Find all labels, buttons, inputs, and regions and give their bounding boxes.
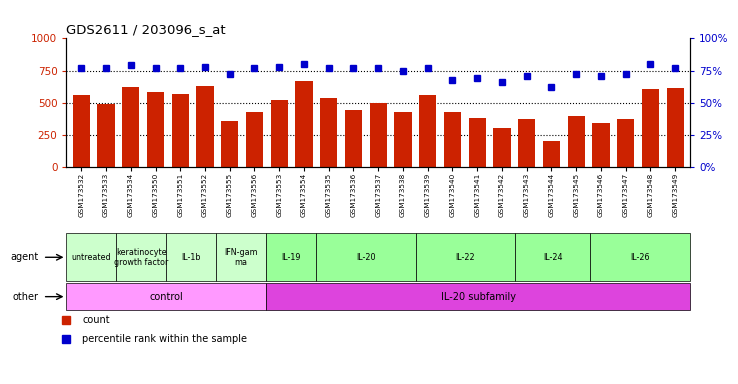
Bar bbox=[444, 112, 461, 167]
Bar bbox=[394, 112, 412, 167]
Bar bbox=[166, 233, 216, 281]
Text: IL-19: IL-19 bbox=[281, 253, 300, 262]
Bar bbox=[295, 81, 313, 167]
Text: IL-24: IL-24 bbox=[543, 253, 562, 262]
Text: agent: agent bbox=[10, 252, 38, 262]
Bar bbox=[666, 88, 684, 167]
Bar bbox=[320, 98, 337, 167]
Text: GDS2611 / 203096_s_at: GDS2611 / 203096_s_at bbox=[66, 23, 226, 36]
Bar bbox=[246, 112, 263, 167]
Bar bbox=[515, 233, 590, 281]
Bar bbox=[568, 116, 584, 167]
Text: IL-26: IL-26 bbox=[630, 253, 650, 262]
Text: other: other bbox=[13, 291, 38, 302]
Bar bbox=[266, 283, 690, 310]
Bar bbox=[221, 121, 238, 167]
Text: IL-20: IL-20 bbox=[356, 253, 376, 262]
Bar bbox=[415, 233, 515, 281]
Text: IL-22: IL-22 bbox=[456, 253, 475, 262]
Text: IL-20 subfamily: IL-20 subfamily bbox=[441, 291, 516, 302]
Text: count: count bbox=[82, 314, 110, 325]
Text: keratinocyte
growth factor: keratinocyte growth factor bbox=[114, 248, 168, 266]
Text: percentile rank within the sample: percentile rank within the sample bbox=[82, 334, 247, 344]
Bar bbox=[542, 141, 560, 167]
Bar bbox=[617, 119, 635, 167]
Bar bbox=[196, 86, 214, 167]
Bar bbox=[419, 95, 436, 167]
Bar bbox=[97, 104, 114, 167]
Text: control: control bbox=[149, 291, 183, 302]
Bar bbox=[593, 123, 610, 167]
Bar bbox=[117, 233, 166, 281]
Bar bbox=[172, 94, 189, 167]
Bar bbox=[147, 92, 164, 167]
Bar bbox=[493, 128, 511, 167]
Text: untreated: untreated bbox=[72, 253, 111, 262]
Bar bbox=[266, 233, 316, 281]
Bar bbox=[122, 87, 139, 167]
Bar bbox=[469, 118, 486, 167]
Bar bbox=[642, 89, 659, 167]
Bar bbox=[316, 233, 415, 281]
Bar bbox=[216, 233, 266, 281]
Bar bbox=[271, 100, 288, 167]
Bar bbox=[590, 233, 690, 281]
Bar bbox=[72, 95, 90, 167]
Bar bbox=[518, 119, 535, 167]
Bar bbox=[66, 233, 117, 281]
Bar bbox=[66, 283, 266, 310]
Bar bbox=[370, 103, 387, 167]
Bar bbox=[345, 111, 362, 167]
Text: IFN-gam
ma: IFN-gam ma bbox=[224, 248, 258, 266]
Text: IL-1b: IL-1b bbox=[182, 253, 201, 262]
